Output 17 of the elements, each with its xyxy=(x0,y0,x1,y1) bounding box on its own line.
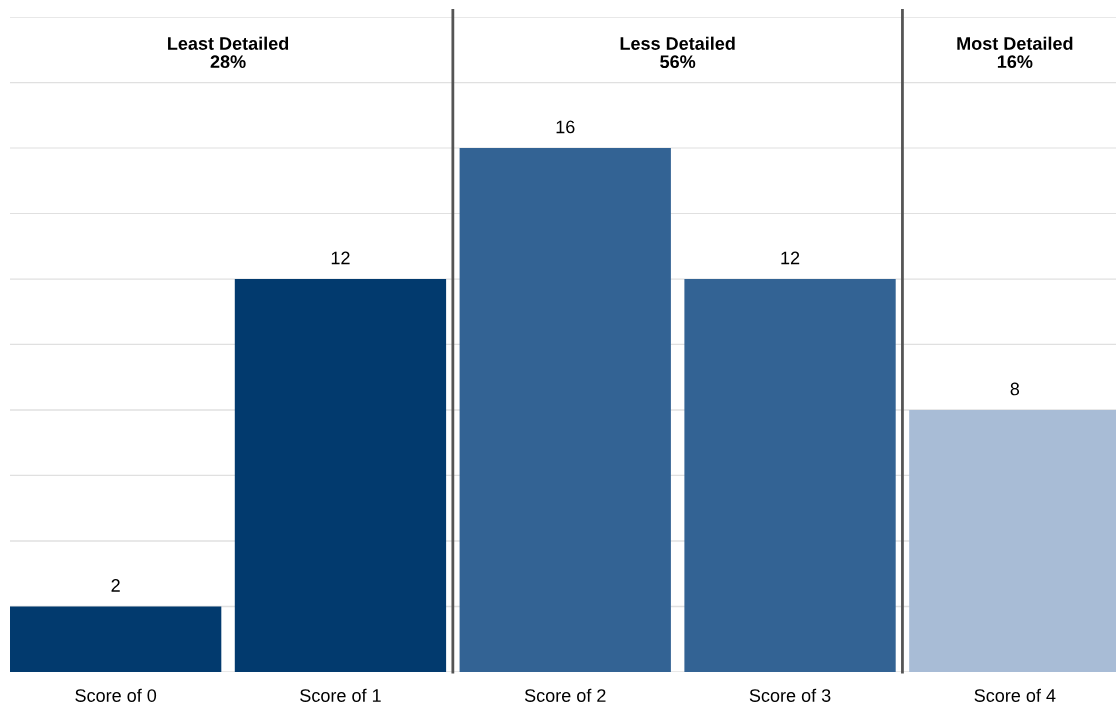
bar xyxy=(234,279,447,672)
x-tick-label: Score of 3 xyxy=(749,688,831,702)
data-label: 8 xyxy=(1010,382,1020,396)
annotation: Most Detailed 16% xyxy=(957,36,1073,69)
x-tick-label: Score of 2 xyxy=(524,688,606,702)
x-tick-label: Score of 1 xyxy=(300,688,381,702)
bar xyxy=(459,148,671,672)
x-tick-label: Score of 0 xyxy=(75,688,157,702)
data-label: 12 xyxy=(331,251,350,265)
data-label: 16 xyxy=(556,120,575,134)
x-tick-label: Score of 4 xyxy=(974,688,1056,702)
annotation: Least Detailed 28% xyxy=(168,36,289,69)
data-label: 12 xyxy=(781,251,800,265)
annotation: Less Detailed 56% xyxy=(620,36,735,69)
bar xyxy=(684,279,896,672)
data-label: 2 xyxy=(111,579,120,592)
bar xyxy=(10,606,222,672)
